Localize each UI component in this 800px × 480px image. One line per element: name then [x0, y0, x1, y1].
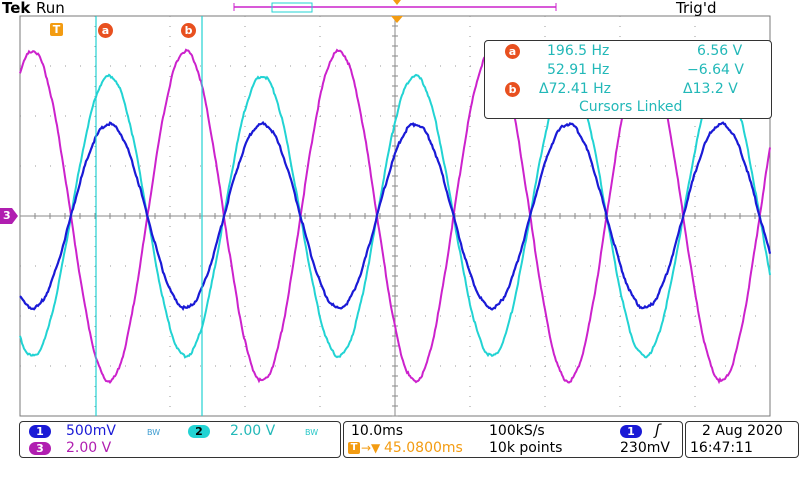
cursors-linked-label: Cursors Linked: [579, 99, 683, 115]
rising-edge-icon: ʃ: [655, 421, 661, 439]
channel-3-marker-label: 3: [3, 209, 11, 222]
channel-3-badge[interactable]: 3: [29, 442, 51, 455]
trigger-position: 45.0800ms: [384, 440, 463, 456]
datetime-panel: 2 Aug 2020 16:47:11: [685, 421, 799, 458]
cursor-b-frequency: 52.91 Hz: [547, 62, 610, 78]
delta-voltage: Δ13.2 V: [683, 81, 738, 97]
cursor-b-voltage: −6.64 V: [687, 62, 744, 78]
brand-label: Tek: [2, 0, 31, 17]
channel-1-badge[interactable]: 1: [29, 425, 51, 438]
cursor-b-readout-icon: b: [505, 82, 520, 97]
channel-1-bandwidth-icon: BW: [147, 428, 161, 437]
channel-2-scale: 2.00 V: [230, 423, 276, 439]
trigger-delay-arrow-icon: →▼: [361, 441, 381, 455]
channel-2-bandwidth-icon: BW: [305, 428, 319, 437]
channel-3-ground-marker: [0, 208, 18, 224]
record-view-window: [271, 2, 313, 13]
channel-scale-panel[interactable]: 1 500mV BW 2 2.00 V BW 3 2.00 V: [19, 421, 341, 458]
date-display: 2 Aug 2020: [702, 423, 783, 439]
time-display: 16:47:11: [690, 440, 753, 456]
channel-2-badge[interactable]: 2: [188, 425, 210, 438]
trigger-status: Trig'd: [676, 0, 717, 17]
channel-1-trace: [19, 120, 772, 311]
record-length: 10k points: [489, 440, 563, 456]
channel-3-scale: 2.00 V: [66, 440, 112, 456]
cursor-a-readout-icon: a: [505, 44, 520, 59]
cursor-readout-panel: a 196.5 Hz 6.56 V 52.91 Hz −6.64 V b Δ72…: [484, 40, 772, 119]
sample-rate: 100kS/s: [489, 423, 545, 439]
cursor-a-frequency: 196.5 Hz: [547, 43, 610, 59]
delta-frequency: Δ72.41 Hz: [539, 81, 611, 97]
trigger-position-icon: T: [348, 442, 360, 454]
cursor-a-marker[interactable]: a: [98, 23, 113, 38]
cursor-b-marker[interactable]: b: [181, 23, 196, 38]
trigger-position-marker: [391, 16, 403, 23]
time-per-division: 10.0ms: [351, 423, 404, 439]
trigger-source-badge[interactable]: 1: [620, 425, 642, 438]
channel-1-scale: 500mV: [66, 423, 116, 439]
timebase-panel[interactable]: 10.0ms 100kS/s T →▼ 45.0800ms 10k points…: [343, 421, 683, 458]
trigger-marker[interactable]: T: [50, 23, 63, 36]
run-status: Run: [36, 0, 65, 17]
trigger-level: 230mV: [620, 440, 670, 456]
cursor-a-voltage: 6.56 V: [697, 43, 743, 59]
trigger-position-top-marker: [393, 0, 401, 5]
